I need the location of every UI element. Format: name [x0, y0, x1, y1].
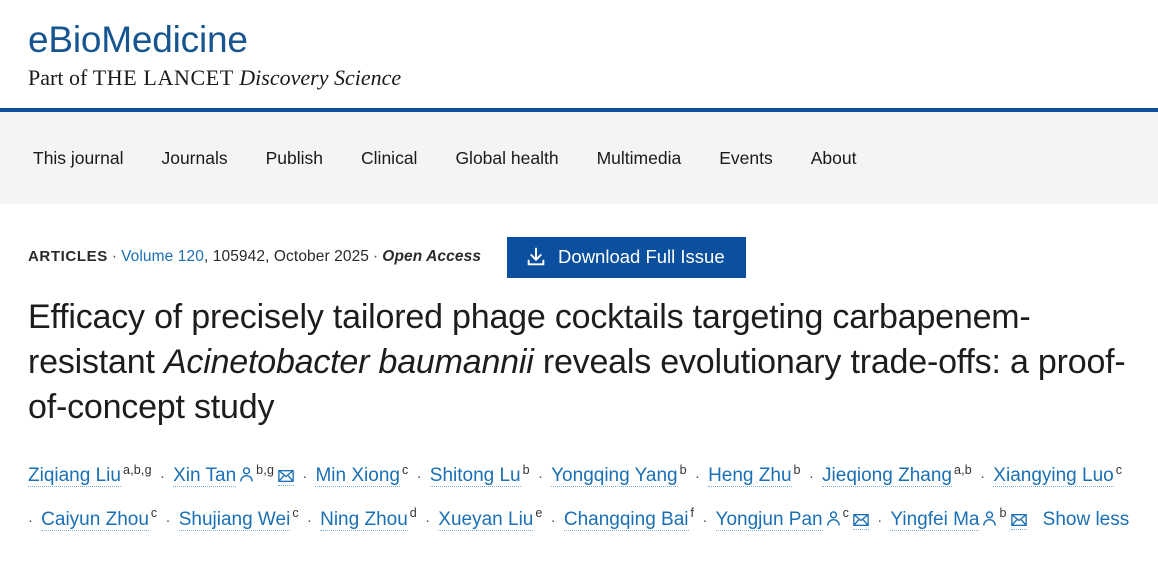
author-entry: Xiangying Luo c: [993, 463, 1123, 488]
author-name-link[interactable]: Shitong Lu: [429, 465, 521, 488]
author-name-link[interactable]: Shujiang Wei: [178, 508, 291, 531]
author-separator: ·: [412, 468, 426, 486]
article-kicker: ARTICLES: [28, 248, 108, 265]
author-name-link[interactable]: Min Xiong: [315, 465, 400, 488]
author-separator: ·: [804, 468, 819, 486]
article-title-species: Acinetobacter baumannii: [163, 343, 534, 381]
article-title: Efficacy of precisely tailored phage coc…: [28, 295, 1130, 430]
author-entry: Jieqiong Zhang a,b: [822, 463, 972, 488]
author-name-link[interactable]: Yongjun Pan: [715, 508, 823, 531]
volume-link[interactable]: Volume 120: [121, 248, 204, 265]
author-name-link[interactable]: Yingfei Ma: [890, 508, 980, 531]
primary-navigation: This journal Journals Publish Clinical G…: [0, 112, 1158, 204]
open-access-badge: Open Access: [382, 248, 482, 265]
author-name-link[interactable]: Xin Tan: [173, 465, 237, 488]
author-separator: ·: [155, 468, 170, 486]
author-separator: ·: [975, 468, 990, 486]
author-name-link[interactable]: Xiangying Luo: [993, 465, 1114, 488]
author-affiliation-marker[interactable]: b: [999, 506, 1007, 521]
show-less-link[interactable]: Show less: [1042, 508, 1130, 530]
author-email-icon[interactable]: [278, 469, 295, 487]
author-affiliation-marker[interactable]: e: [535, 506, 543, 521]
nav-item-multimedia[interactable]: Multimedia: [596, 147, 682, 168]
author-list: Ziqiang Liu a,b,g · Xin Tan b,g · Min Xion…: [28, 452, 1130, 539]
author-separator: ·: [302, 511, 317, 529]
author-entry: Caiyun Zhou c: [41, 506, 158, 531]
article-meta-row: ARTICLES · Volume 120, 105942, October 202…: [28, 236, 1130, 278]
author-separator: ·: [533, 468, 548, 486]
author-entry: Yongjun Pan c: [715, 506, 870, 531]
author-separator: ·: [420, 511, 435, 529]
author-name-link[interactable]: Caiyun Zhou: [41, 508, 149, 531]
meta-separator-1: ·: [111, 248, 118, 265]
author-affiliation-marker[interactable]: c: [292, 506, 299, 521]
nav-item-global-health[interactable]: Global health: [455, 147, 559, 168]
journal-logo-title[interactable]: eBioMedicine: [28, 19, 248, 60]
author-entry: Shitong Lu b: [429, 463, 530, 488]
author-name-link[interactable]: Heng Zhu: [708, 465, 792, 488]
article-citation: , 105942, October 2025: [203, 248, 370, 265]
author-profile-icon[interactable]: [982, 510, 997, 527]
author-separator: ·: [546, 511, 560, 529]
author-name-link[interactable]: Changqing Bai: [563, 508, 689, 531]
author-entry: Heng Zhu b: [708, 463, 801, 488]
author-entry: Xueyan Liu e: [438, 506, 543, 531]
author-entry: Yongqing Yang b: [551, 463, 687, 488]
author-entry: Ziqiang Liu a,b,g: [28, 463, 152, 488]
author-affiliation-marker[interactable]: b: [522, 463, 530, 477]
author-affiliation-marker[interactable]: b: [793, 463, 801, 477]
nav-item-this-journal[interactable]: This journal: [33, 147, 124, 168]
nav-item-journals[interactable]: Journals: [161, 147, 228, 168]
tagline-prefix: Part of: [28, 65, 93, 90]
download-button-label: Download Full Issue: [558, 246, 725, 267]
article-header: ARTICLES · Volume 120, 105942, October 202…: [0, 236, 1158, 539]
author-separator: ·: [28, 511, 38, 529]
author-separator: ·: [161, 511, 175, 529]
author-affiliation-marker[interactable]: c: [842, 506, 850, 521]
nav-item-about[interactable]: About: [810, 147, 857, 168]
author-profile-icon[interactable]: [826, 510, 841, 527]
author-affiliation-marker[interactable]: b: [679, 463, 687, 477]
author-affiliation-marker[interactable]: b,g: [256, 463, 275, 477]
author-separator: ·: [690, 468, 705, 486]
author-name-link[interactable]: Jieqiong Zhang: [822, 465, 952, 488]
tagline-suffix: Discovery Science: [239, 65, 402, 90]
author-affiliation-marker[interactable]: c: [401, 463, 409, 477]
author-affiliation-marker[interactable]: c: [150, 506, 158, 521]
author-affiliation-marker[interactable]: a,b,g: [122, 463, 152, 477]
tagline-brand: THE LANCET: [92, 65, 234, 90]
author-separator: ·: [298, 468, 312, 486]
nav-item-events[interactable]: Events: [719, 147, 773, 168]
nav-item-publish[interactable]: Publish: [265, 147, 324, 168]
author-affiliation-marker[interactable]: a,b: [953, 463, 972, 477]
author-name-link[interactable]: Xueyan Liu: [438, 508, 534, 531]
author-name-link[interactable]: Ziqiang Liu: [28, 465, 121, 488]
author-name-link[interactable]: Yongqing Yang: [551, 465, 678, 488]
author-profile-icon[interactable]: [239, 466, 254, 483]
author-affiliation-marker[interactable]: f: [690, 506, 695, 521]
download-icon: [525, 246, 547, 268]
author-affiliation-marker[interactable]: c: [1115, 463, 1123, 477]
author-email-icon[interactable]: [1010, 513, 1027, 530]
site-masthead: eBioMedicine Part of THE LANCET Discover…: [0, 0, 1158, 112]
author-entry: Yingfei Ma b: [890, 506, 1027, 531]
author-separator: ·: [873, 511, 887, 529]
article-title-part-1: Efficacy of precisely tailored phage coc…: [28, 298, 1031, 381]
author-entry: Min Xiong c: [315, 463, 409, 488]
nav-item-clinical[interactable]: Clinical: [361, 147, 418, 168]
download-full-issue-button[interactable]: Download Full Issue: [507, 236, 746, 278]
author-entry: Shujiang Wei c: [178, 506, 299, 531]
meta-separator-2: ·: [373, 248, 379, 265]
article-title-part-2: reveals evolutionary trade-offs: a proof…: [28, 343, 1126, 426]
author-entry: Changqing Bai f: [563, 506, 695, 531]
author-entry: Xin Tan b,g: [173, 463, 295, 488]
author-affiliation-marker[interactable]: d: [409, 506, 417, 521]
author-name-link[interactable]: Ning Zhou: [320, 508, 408, 531]
author-separator: ·: [698, 511, 712, 529]
journal-tagline: Part of THE LANCET Discovery Science: [28, 63, 1158, 93]
author-entry: Ning Zhou d: [320, 506, 417, 531]
article-meta-line: ARTICLES · Volume 120, 105942, October 202…: [28, 248, 481, 266]
author-email-icon[interactable]: [853, 513, 870, 530]
